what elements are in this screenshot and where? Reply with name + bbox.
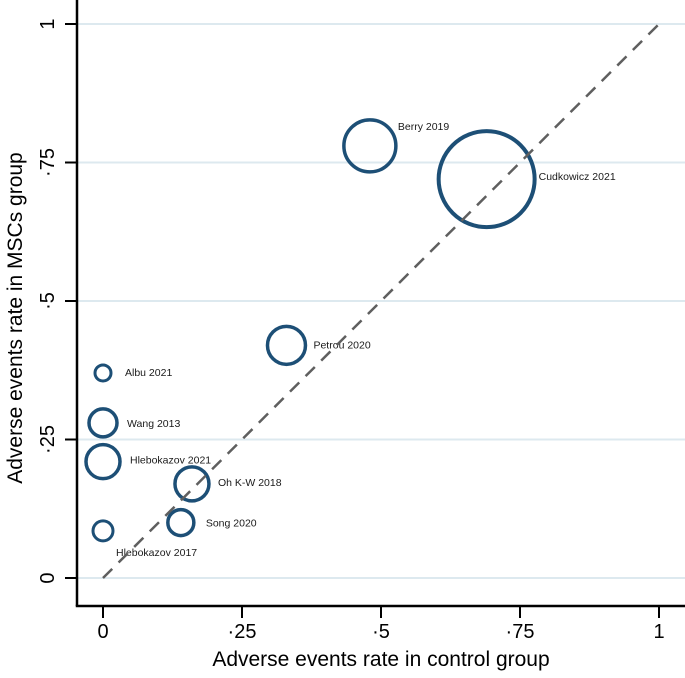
bubble-label: Wang 2013 <box>127 418 180 430</box>
bubble-petrou-2020 <box>265 324 308 367</box>
bubble-label: Hlebokazov 2017 <box>116 547 197 559</box>
y-tick-label: ·25 <box>37 425 59 454</box>
x-axis-title: Adverse events rate in control group <box>212 648 550 671</box>
bubble-wang-2013 <box>87 407 119 439</box>
bubble-hlebokazov-2017 <box>91 519 115 543</box>
x-tick-label: ·25 <box>228 621 257 643</box>
bubble-label: Berry 2019 <box>398 121 450 133</box>
bubble-hlebokazov-2021 <box>84 442 122 481</box>
y-tick-label: ·5 <box>37 292 59 310</box>
bubble-label: Song 2020 <box>206 518 257 530</box>
y-tick-label: 1 <box>37 18 59 29</box>
bubble-cudkowicz-2021 <box>436 129 537 230</box>
bubble-oh-k-w-2018 <box>173 465 211 503</box>
bubble-label: Cudkowicz 2021 <box>539 171 616 183</box>
bubble-label: Albu 2021 <box>125 367 172 379</box>
bubble-song-2020 <box>166 507 196 538</box>
y-tick-label: ·75 <box>37 148 59 177</box>
bubble-label: Hlebokazov 2021 <box>130 455 211 467</box>
bubble-label: Petrou 2020 <box>313 339 370 351</box>
bubble-berry-2019 <box>342 118 398 174</box>
y-tick-label: 0 <box>37 572 59 583</box>
bubble-albu-2021 <box>93 363 113 383</box>
x-tick-label: ·75 <box>506 621 535 643</box>
x-tick-label: 1 <box>653 621 664 643</box>
x-tick-label: 0 <box>97 621 108 643</box>
bubble-label: Oh K-W 2018 <box>218 477 282 489</box>
x-tick-label: ·5 <box>372 621 390 643</box>
y-axis-title: Adverse events rate in MSCs group <box>4 152 27 484</box>
